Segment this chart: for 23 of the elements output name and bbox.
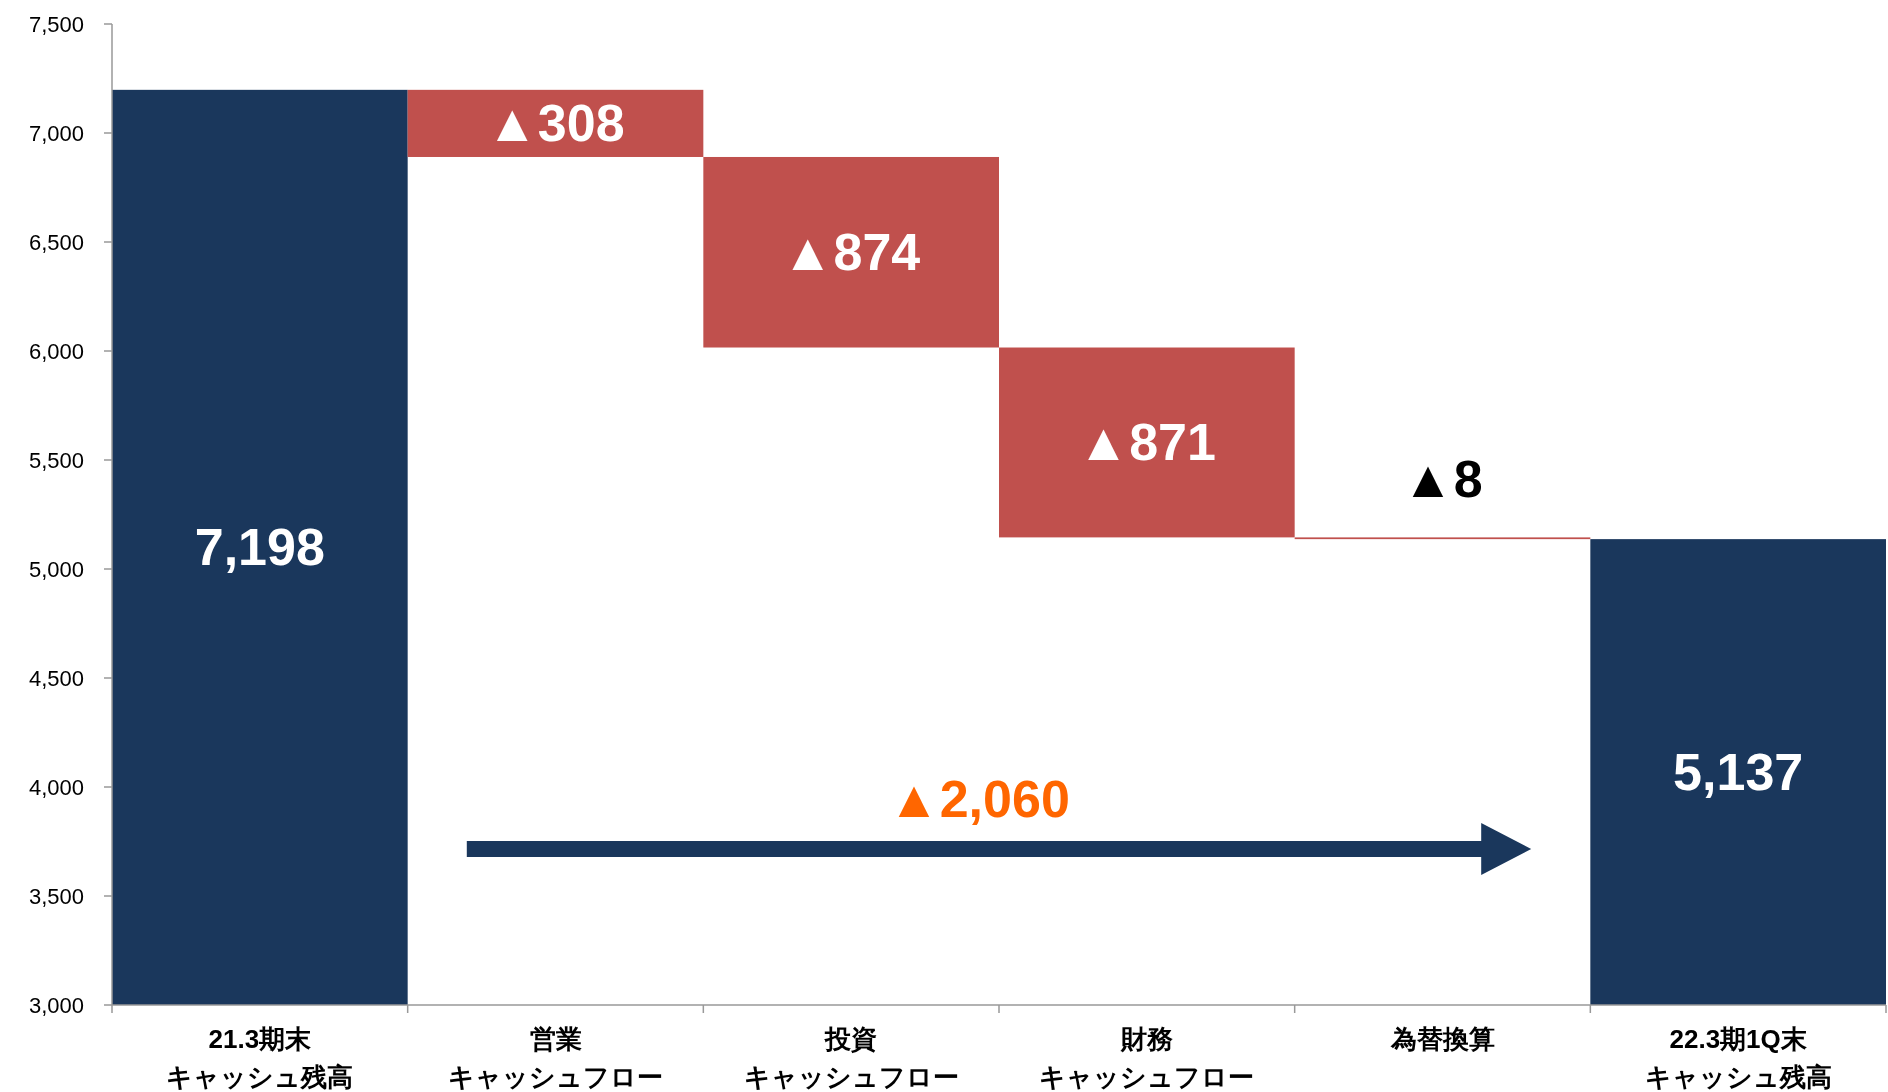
x-tick-label: 財務キャッシュフロー	[1039, 1024, 1255, 1092]
x-tick-label: 営業キャッシュフロー	[448, 1024, 663, 1092]
data-label: ▲871	[1077, 413, 1216, 472]
x-tick-label: 投資キャッシュフロー	[743, 1024, 959, 1092]
y-tick-label: 6,500	[28, 230, 84, 255]
y-tick-label: 4,500	[28, 666, 84, 691]
data-label: ▲874	[782, 223, 921, 282]
x-tick-label: 為替換算	[1389, 1024, 1495, 1054]
annotation: ▲2,060	[888, 770, 1070, 828]
y-tick-label: 7,500	[28, 12, 84, 37]
y-tick-label: 3,000	[28, 993, 84, 1018]
x-tick-label: 22.3期1Q末キャッシュ残高	[1644, 1024, 1832, 1092]
x-tick-label: 21.3期末キャッシュ残高	[166, 1024, 354, 1092]
y-tick-label: 3,500	[28, 884, 84, 909]
data-label: 5,137	[1673, 743, 1804, 802]
y-tick-label: 4,000	[28, 775, 84, 800]
y-tick-label: 5,000	[28, 557, 84, 582]
data-label: ▲308	[486, 94, 625, 153]
data-label: 7,198	[194, 518, 325, 577]
data-label: ▲8	[1402, 450, 1483, 509]
y-tick-label: 7,000	[28, 121, 84, 146]
y-tick-label: 5,500	[28, 448, 84, 473]
y-tick-label: 6,000	[28, 339, 84, 364]
